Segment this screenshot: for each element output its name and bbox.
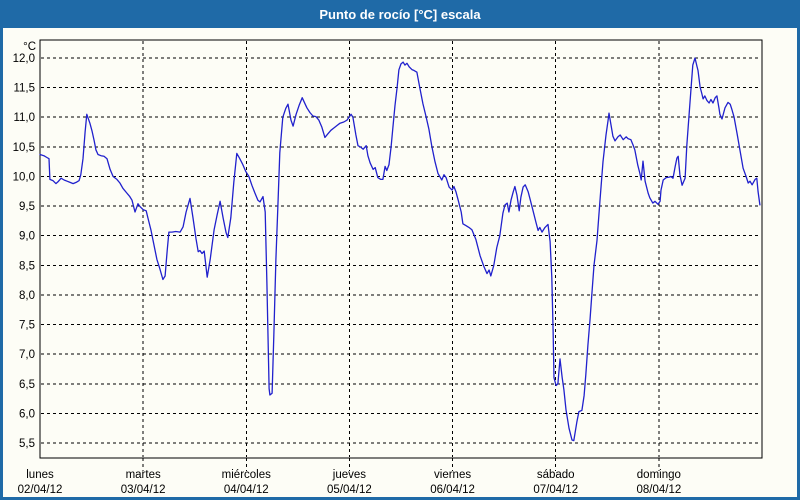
y-axis-tick-label: 6,0 bbox=[19, 408, 35, 420]
y-axis-tick-label: 8,5 bbox=[19, 260, 35, 272]
y-axis-tick-label: 5,5 bbox=[19, 438, 35, 450]
x-axis-date-label: 04/04/12 bbox=[224, 484, 269, 496]
x-axis-date-label: 03/04/12 bbox=[121, 484, 166, 496]
window-title-bar[interactable]: Punto de rocío [°C] escala bbox=[0, 0, 800, 28]
x-axis-date-label: 02/04/12 bbox=[18, 484, 63, 496]
y-axis-tick-label: 11,0 bbox=[13, 112, 35, 124]
y-axis-tick-label: 12,0 bbox=[13, 53, 35, 65]
window-title: Punto de rocío [°C] escala bbox=[319, 6, 481, 22]
x-axis-day-label: lunes bbox=[26, 469, 54, 481]
dewpoint-line bbox=[39, 57, 761, 442]
y-axis-tick-label: 6,5 bbox=[19, 379, 35, 391]
y-axis-tick-label: 8,0 bbox=[19, 290, 35, 302]
x-axis-day-label: martes bbox=[126, 469, 161, 481]
x-axis-date-label: 06/04/12 bbox=[430, 484, 475, 496]
y-axis-tick-label: 7,5 bbox=[19, 320, 35, 332]
y-axis-tick-label: 11,5 bbox=[13, 83, 35, 95]
y-axis-tick-label: 9,5 bbox=[19, 201, 35, 213]
chart-canvas: 12,0 11,5 11,0 10,5 10,0 9,5 9,0 8,5 8,0 7,5 7,0 6,… bbox=[13, 39, 763, 496]
x-axis-day-label: sábado bbox=[537, 469, 575, 481]
y-axis-tick-label: 7,0 bbox=[19, 349, 35, 361]
y-axis-unit-label: °C bbox=[23, 41, 36, 53]
x-axis-date-label: 05/04/12 bbox=[327, 484, 372, 496]
x-axis-day-label: viernes bbox=[434, 469, 471, 481]
y-axis-tick-label: 9,0 bbox=[19, 231, 35, 243]
x-axis-day-label: miércoles bbox=[222, 469, 271, 481]
x-axis-date-label: 08/04/12 bbox=[636, 484, 681, 496]
x-axis-day-label: domingo bbox=[637, 469, 681, 481]
y-axis-tick-label: 10,5 bbox=[13, 142, 35, 154]
x-axis-day-label: jueves bbox=[332, 469, 366, 481]
plot-frame bbox=[39, 39, 763, 459]
y-axis-tick-label: 10,0 bbox=[13, 171, 35, 183]
x-axis-date-label: 07/04/12 bbox=[533, 484, 578, 496]
chart-area: 12,0 11,5 11,0 10,5 10,0 9,5 9,0 8,5 8,0 7,5 7,0 6,… bbox=[3, 28, 797, 497]
